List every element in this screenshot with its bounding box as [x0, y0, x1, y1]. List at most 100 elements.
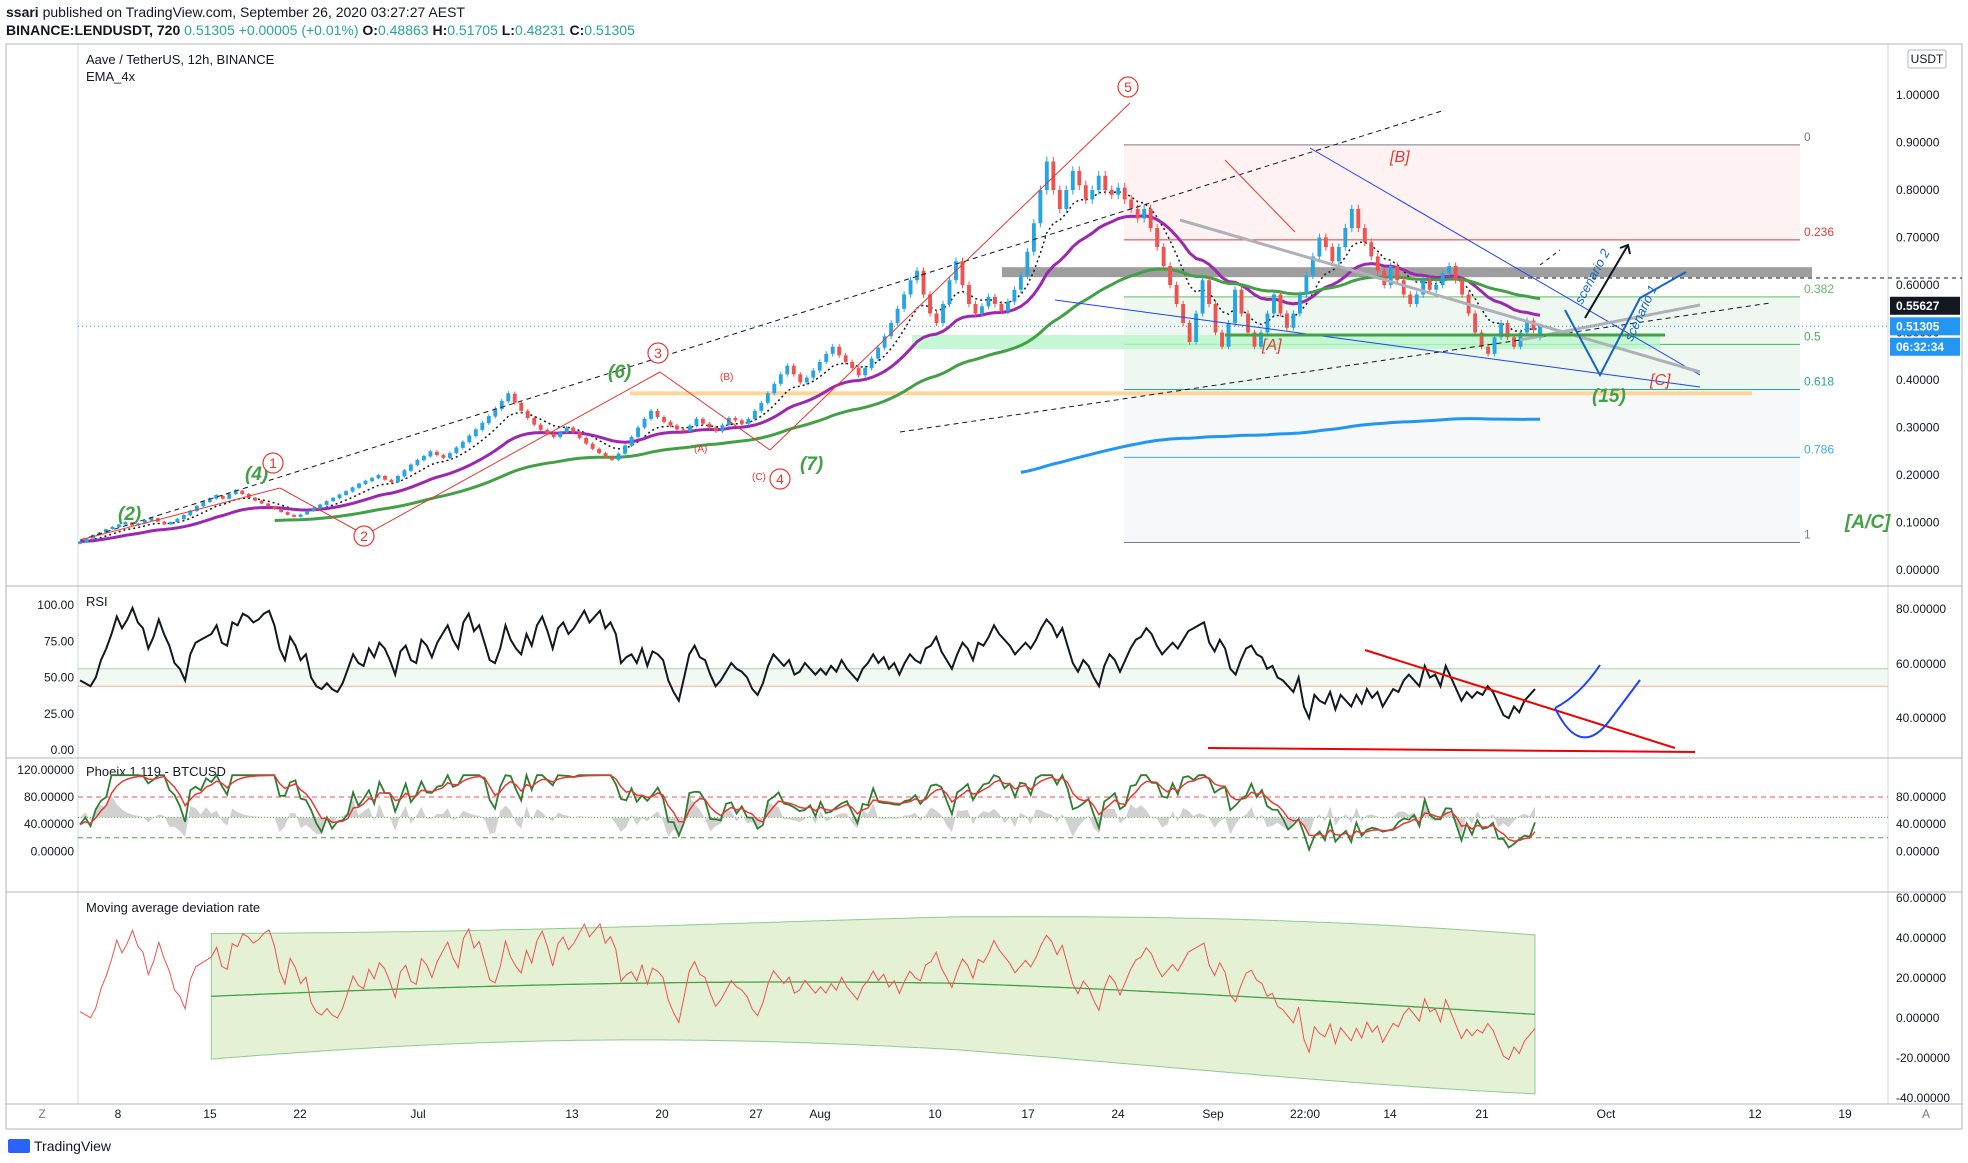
candle-body	[921, 270, 926, 295]
fib-level-label: 0.618	[1804, 375, 1834, 389]
high-value: 0.51705	[447, 22, 498, 38]
madr-tick-right: -40.00000	[1896, 1091, 1950, 1105]
rsi-tick-left: 25.00	[44, 707, 74, 721]
candle-body	[1304, 275, 1309, 295]
time-tick-label: 13	[565, 1107, 579, 1121]
rsi-tick-left: 0.00	[51, 743, 75, 757]
candle-body	[1460, 280, 1465, 295]
candle-body	[590, 443, 595, 449]
abc-red-line	[1224, 159, 1296, 233]
candle-body	[928, 294, 932, 314]
wave-label-green: (2)	[118, 504, 141, 525]
fib-level-label: 0.786	[1804, 442, 1834, 456]
candle-body	[110, 526, 115, 530]
candle-body	[227, 494, 232, 499]
candle-body	[1479, 332, 1484, 347]
rsi-trendline-base	[1207, 747, 1696, 753]
candle-body	[720, 425, 725, 432]
candle-body	[506, 393, 511, 402]
candle-body	[1408, 294, 1413, 304]
price-tick-label: 0.90000	[1896, 136, 1940, 150]
wave-label-green: (7)	[800, 454, 823, 475]
candle-body	[1447, 266, 1452, 274]
candle-body	[1070, 171, 1075, 190]
madr-label: Moving average deviation rate	[86, 900, 260, 915]
zoom-z-icon[interactable]: Z	[38, 1107, 45, 1121]
candle-body	[759, 402, 764, 411]
candle-body	[201, 501, 206, 507]
candle-body	[447, 453, 452, 458]
price-tick-label: 0.30000	[1896, 421, 1940, 435]
candle-body	[344, 491, 348, 495]
candle-body	[142, 520, 147, 524]
candle-body	[181, 514, 186, 520]
candle-body	[1512, 337, 1516, 347]
candle-body	[973, 304, 978, 314]
wave-label-red: [A]	[1261, 337, 1282, 354]
candle-body	[1323, 237, 1328, 247]
candle-body	[499, 400, 504, 409]
rsi-pane: 100.00 75.00 50.00 25.00 0.00 80.00000 60.0000…	[37, 598, 1946, 757]
rsi-trendline-down	[1364, 649, 1676, 749]
wave-1-line	[79, 487, 281, 541]
unit-badge[interactable]	[1907, 49, 1947, 69]
candle-body	[538, 424, 543, 430]
price-tick-label: 0.70000	[1896, 231, 1940, 245]
candle-body	[1382, 270, 1387, 285]
candle-body	[331, 497, 336, 502]
wave-4-line	[659, 371, 771, 451]
candle-body	[902, 294, 907, 309]
candle-body	[1083, 185, 1088, 200]
candle-body	[1012, 289, 1017, 302]
candle-body	[1531, 320, 1536, 331]
time-tick-label: 21	[1475, 1107, 1489, 1121]
rsi-scenario-arrows	[1554, 664, 1641, 739]
tradingview-logo[interactable]: TradingView	[8, 1138, 111, 1154]
open-value: 0.48863	[377, 22, 429, 38]
candle-body	[863, 368, 868, 376]
rsi-tick-left: 75.00	[44, 634, 74, 648]
candle-body	[1220, 332, 1224, 347]
candle-body	[116, 524, 121, 528]
price-axis[interactable]: 1.000000.900000.800000.700000.600000.500…	[78, 88, 1960, 577]
time-tick-label: Jul	[410, 1107, 425, 1121]
candle-body	[739, 420, 744, 424]
auto-scale-icon[interactable]: A	[1922, 1107, 1930, 1121]
candle-body	[1388, 266, 1393, 285]
candle-body	[850, 361, 855, 369]
candle-body	[1369, 242, 1374, 257]
candle-body	[259, 500, 264, 504]
candle-body	[947, 280, 952, 304]
candle-body	[266, 503, 271, 507]
price-label-badge	[1890, 317, 1960, 336]
fib-retracement[interactable]: 0 0.236 0.382 0.5 0.618 0.786 1	[1124, 130, 1834, 543]
candle-body	[1096, 175, 1101, 190]
candle-body	[324, 501, 329, 505]
time-tick-label: 10	[928, 1107, 942, 1121]
wave-label-green: [A/C]	[1844, 512, 1891, 533]
fib-level-label: 0	[1804, 130, 1811, 144]
scenario-1-arrow	[1564, 271, 1687, 378]
candle-body	[571, 427, 576, 433]
fib-level-label: 1	[1804, 527, 1811, 541]
unit-label: USDT	[1911, 52, 1944, 66]
candle-body	[876, 347, 881, 359]
time-axis[interactable]: 8 15 22 Jul 13 20 27 Aug 10 17 24 Sep 22:00 14 21 Oct 12…	[115, 1107, 1852, 1121]
candle-body	[396, 475, 400, 483]
wave-number: 2	[360, 528, 368, 544]
price-tick-label: 0.60000	[1896, 278, 1940, 292]
candle-body	[486, 416, 491, 424]
candle-body	[688, 425, 692, 432]
sub-wave-label: (B)	[720, 372, 733, 383]
candle-body	[1038, 190, 1043, 224]
candle-body	[175, 518, 180, 523]
candle-body	[623, 445, 628, 454]
phx-tick-left: 120.00000	[17, 763, 74, 777]
time-tick-label: 24	[1111, 1107, 1125, 1121]
price-tick-label: 1.00000	[1896, 88, 1940, 102]
time-tick-label: 8	[115, 1107, 122, 1121]
wave-circle	[769, 468, 791, 490]
candle-body	[668, 421, 673, 426]
author-name[interactable]: ssari	[6, 4, 39, 20]
